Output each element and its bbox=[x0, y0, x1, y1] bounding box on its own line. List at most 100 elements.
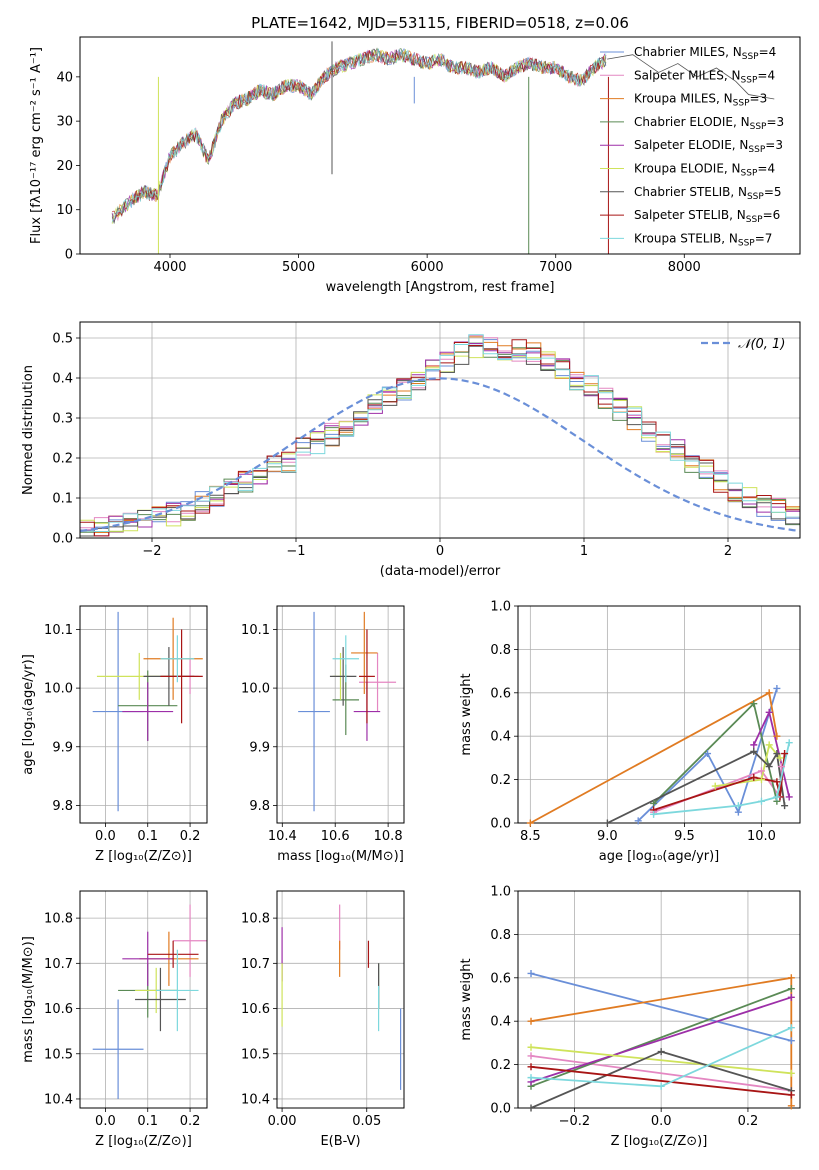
y-tick-label: 0.4 bbox=[52, 372, 73, 387]
weight-marker bbox=[657, 1048, 665, 1056]
spectrum-line bbox=[607, 54, 775, 100]
spectrum-line bbox=[111, 50, 607, 217]
weight-marker bbox=[527, 1043, 535, 1051]
x-tick-label: 0.0 bbox=[95, 1114, 116, 1129]
y-tick-label: 0.8 bbox=[490, 643, 511, 658]
weight-line bbox=[530, 1065, 792, 1096]
legend-text: Salpeter MILES, N bbox=[634, 68, 741, 82]
legend-text: Salpeter STELIB, N bbox=[634, 208, 746, 222]
legend-tail: =4 bbox=[757, 68, 775, 82]
x-tick-label: 7000 bbox=[539, 260, 572, 275]
x-tick-label: 0.00 bbox=[268, 1114, 297, 1129]
legend-tail: =6 bbox=[763, 208, 781, 222]
x-tick-label: −2 bbox=[142, 544, 161, 559]
legend-text: Salpeter ELODIE, N bbox=[634, 138, 748, 152]
legend-sub: SSP bbox=[750, 122, 767, 132]
x-tick-label: 0.2 bbox=[180, 1114, 201, 1129]
legend-label: Kroupa ELODIE, NSSP=4 bbox=[634, 162, 775, 179]
weight-marker bbox=[765, 689, 773, 697]
weight-line bbox=[530, 996, 792, 1083]
panel-age-vs-Z: 0.0 0.1 0.2 9.8 9.9 10.0 10.1 Z [log₁₀(Z/Z⊙)] ag… bbox=[21, 605, 208, 864]
axes-frame bbox=[517, 890, 801, 1109]
weight-marker bbox=[603, 819, 611, 827]
x-tick-label: −1 bbox=[286, 544, 305, 559]
y-tick-label: 0.2 bbox=[490, 773, 511, 788]
y-tick-label: 0.2 bbox=[490, 1058, 511, 1073]
weight-marker bbox=[750, 747, 758, 755]
legend-tail: =3 bbox=[750, 92, 768, 106]
panel-mass-vs-ebv: 0.00 0.05 10.4 10.5 10.6 10.7 10.8 E(B-V) bbox=[241, 890, 405, 1149]
weight-marker bbox=[787, 1091, 795, 1099]
y-tick-label: 10.0 bbox=[241, 682, 270, 697]
weight-marker bbox=[527, 1052, 535, 1060]
x-tick-label: 2 bbox=[724, 544, 732, 559]
y-tick-label: 10.1 bbox=[44, 623, 73, 638]
y-tick-label: 0.5 bbox=[52, 332, 73, 347]
weight-line bbox=[530, 1046, 792, 1075]
weight-marker bbox=[787, 985, 795, 993]
weight-marker bbox=[734, 802, 742, 810]
weight-marker bbox=[750, 741, 758, 749]
legend-tail: =3 bbox=[766, 115, 784, 129]
weight-marker bbox=[527, 1063, 535, 1071]
legend-text: Chabrier ELODIE, N bbox=[634, 115, 750, 129]
weight-marker bbox=[765, 741, 773, 749]
weight-marker bbox=[527, 1104, 535, 1112]
legend-label: Salpeter ELODIE, NSSP=3 bbox=[634, 138, 783, 155]
legend-text: Kroupa MILES, N bbox=[634, 92, 733, 106]
panel-weight-vs-age: 8.5 9.0 9.5 10.0 0.0 0.2 0.4 0.6 0.8 1.0 age [log₁… bbox=[459, 600, 801, 864]
plot-area bbox=[529, 688, 791, 823]
chart-title: PLATE=1642, MJD=53115, FIBERID=0518, z=0… bbox=[251, 14, 629, 32]
legend-sub: SSP bbox=[747, 192, 764, 202]
weight-marker bbox=[757, 776, 765, 784]
y-tick-label: 0.0 bbox=[490, 1102, 511, 1117]
weight-marker bbox=[773, 684, 781, 692]
x-tick-label: −0.2 bbox=[559, 1114, 591, 1129]
weight-marker bbox=[778, 763, 786, 771]
weight-line bbox=[637, 688, 778, 822]
legend-sub: SSP bbox=[741, 75, 758, 85]
weight-marker bbox=[773, 778, 781, 786]
legend-sub: SSP bbox=[741, 169, 758, 179]
y-tick-label: 0.4 bbox=[490, 730, 511, 745]
weight-marker bbox=[787, 1037, 795, 1045]
legend-sub: SSP bbox=[746, 215, 763, 225]
y-tick-label: 10.5 bbox=[241, 1047, 270, 1062]
spectrum-line bbox=[111, 49, 607, 223]
x-axis-label: E(B-V) bbox=[320, 1134, 360, 1149]
legend-tail: =5 bbox=[764, 185, 782, 199]
weight-marker bbox=[527, 1074, 535, 1082]
weight-marker bbox=[657, 1082, 665, 1090]
y-tick-label: 9.9 bbox=[249, 740, 270, 755]
x-tick-label: 0.0 bbox=[95, 829, 116, 844]
weight-marker bbox=[787, 1102, 795, 1110]
x-tick-label: 10.0 bbox=[747, 829, 776, 844]
legend-label: Chabrier MILES, NSSP=4 bbox=[634, 45, 776, 62]
y-axis-label: mass [log₁₀(M/M⊙)] bbox=[21, 936, 36, 1063]
spectrum-line bbox=[111, 50, 607, 220]
axes-frame bbox=[276, 890, 405, 1109]
legend-text: Kroupa STELIB, N bbox=[634, 231, 738, 245]
weight-marker bbox=[785, 793, 793, 801]
panel-spectrum: 4000 5000 6000 7000 8000 0 10 20 30 40 wavelength … bbox=[29, 14, 801, 295]
legend-text: Chabrier MILES, N bbox=[634, 45, 742, 59]
y-tick-label: 0.0 bbox=[490, 817, 511, 832]
legend-tail: =7 bbox=[755, 231, 773, 245]
y-tick-label: 10.5 bbox=[44, 1047, 73, 1062]
axes-frame bbox=[79, 605, 208, 824]
legend-label: Salpeter STELIB, NSSP=6 bbox=[634, 208, 780, 225]
weight-marker bbox=[757, 797, 765, 805]
weight-marker bbox=[711, 782, 719, 790]
x-tick-label: 4000 bbox=[153, 260, 186, 275]
y-tick-label: 9.8 bbox=[52, 799, 73, 814]
y-tick-label: 9.8 bbox=[249, 799, 270, 814]
x-tick-label: 8.5 bbox=[520, 829, 541, 844]
y-tick-label: 10.7 bbox=[44, 957, 73, 972]
plot-area bbox=[92, 611, 203, 812]
y-tick-label: 0.6 bbox=[490, 686, 511, 701]
y-tick-label: 10.4 bbox=[44, 1092, 73, 1107]
weight-marker bbox=[704, 750, 712, 758]
weight-line bbox=[530, 972, 792, 1042]
x-tick-label: 10.4 bbox=[268, 829, 297, 844]
